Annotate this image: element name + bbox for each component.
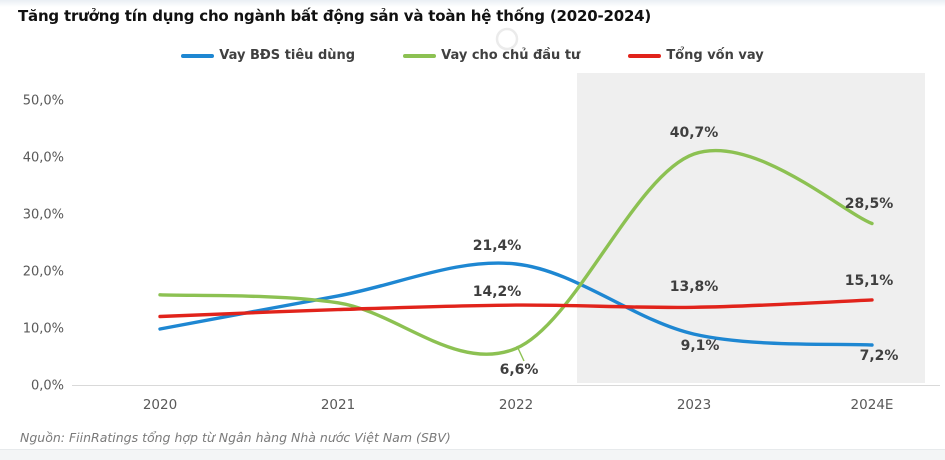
- x-axis-tick-label-2022: 2022: [498, 397, 534, 413]
- data-label-vay-b-s-tieu-dung-2023: 9,1%: [680, 338, 720, 355]
- chart-title: Tăng trưởng tín dụng cho ngành bất động …: [18, 7, 652, 25]
- legend-label: Tổng vốn vay: [666, 48, 764, 63]
- y-axis-tick-label: 40,0%: [22, 150, 64, 166]
- y-axis-tick-label: 10,0%: [22, 321, 64, 337]
- top-edge-fade: [0, 0, 945, 7]
- legend: Vay BĐS tiêu dùng Vay cho chủ đầu tư Tổng …: [0, 48, 945, 63]
- label-leader-line: [516, 345, 525, 362]
- data-label-vay-cho-chu-au-tu-2023: 40,7%: [669, 125, 719, 141]
- x-axis-tick-label-2023: 2023: [676, 397, 712, 413]
- page-bottom-strip: [0, 449, 945, 460]
- data-label-vay-b-s-tieu-dung-2022: 21,4%: [472, 238, 522, 255]
- y-axis-tick-label: 30,0%: [22, 207, 64, 223]
- data-label-tong-von-vay-2024E: 15,1%: [844, 272, 894, 289]
- legend-item-vay-cho-chu-au-tu: Vay cho chủ đầu tư: [403, 48, 580, 63]
- data-label-vay-cho-chu-au-tu-2024E: 28,5%: [844, 195, 894, 212]
- y-axis-tick-label: 20,0%: [22, 264, 64, 280]
- data-label-tong-von-vay-2022: 14,2%: [472, 284, 522, 301]
- x-axis-tick-label-2024e: 2024E: [850, 397, 894, 413]
- legend-label: Vay BĐS tiêu dùng: [219, 48, 356, 63]
- x-axis-tick-label-2021: 2021: [320, 397, 356, 413]
- x-axis-tick-label-2020: 2020: [142, 397, 178, 413]
- legend-swatch-vay-cho-chu-au-tu: [403, 53, 437, 58]
- legend-item-vay-b-s-tieu-dung: Vay BĐS tiêu dùng: [181, 48, 355, 63]
- y-axis-tick-label: 50,0%: [22, 93, 64, 109]
- legend-swatch-tong-von-vay: [628, 53, 662, 58]
- forecast-shade-region: [577, 73, 925, 383]
- watermark-circle: [495, 27, 519, 51]
- series-line-vay-cho-chu-au-tu: [158, 148, 874, 356]
- series-line-tong-von-vay: [158, 298, 874, 319]
- series-line-vay-b-s-tieu-dung: [158, 261, 874, 347]
- legend-swatch-vay-b-s-tieu-dung: [181, 53, 215, 58]
- data-label-tong-von-vay-2023: 13,8%: [669, 279, 719, 296]
- y-axis-tick-label: 0,0%: [30, 378, 64, 394]
- legend-item-tong-von-vay: Tổng vốn vay: [628, 48, 764, 63]
- source-note: Nguồn: FiinRatings tổng hợp từ Ngân hàng…: [20, 430, 451, 445]
- data-label-vay-b-s-tieu-dung-2024E: 7,2%: [859, 347, 899, 364]
- data-label-vay-cho-chu-au-tu-2022: 6,6%: [499, 362, 539, 379]
- legend-label: Vay cho chủ đầu tư: [441, 48, 581, 63]
